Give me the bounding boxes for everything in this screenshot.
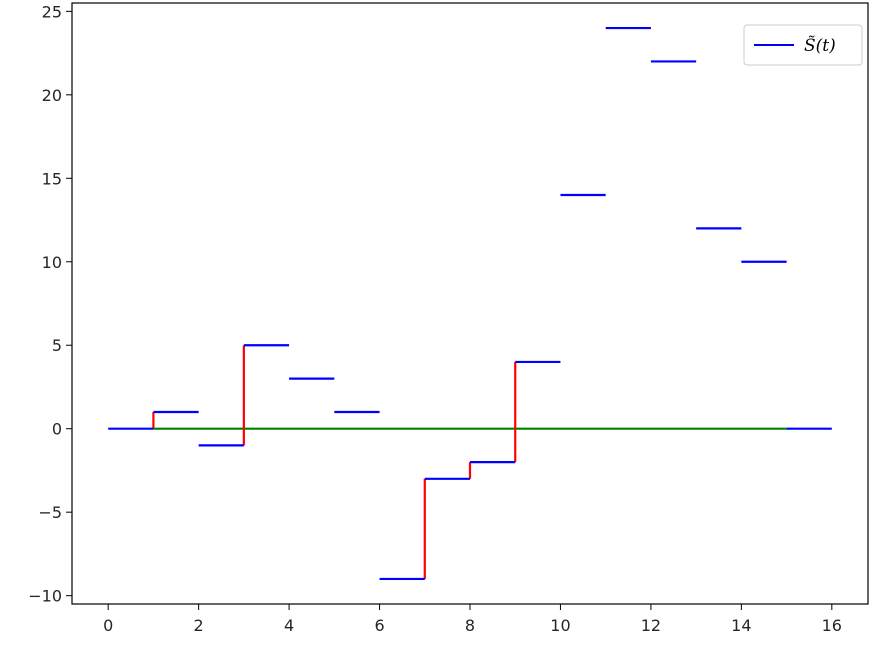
y-tick-label: 5 — [52, 336, 62, 355]
y-tick-label: 15 — [42, 169, 62, 188]
y-tick-label: −5 — [38, 503, 62, 522]
y-tick-label: 25 — [42, 2, 62, 21]
legend-label: S̃(t) — [804, 36, 836, 56]
legend-box — [743, 24, 863, 66]
y-tick-label: −10 — [28, 587, 62, 606]
x-tick-label: 10 — [550, 616, 570, 635]
x-tick-label: 16 — [822, 616, 842, 635]
y-tick-label: 10 — [42, 253, 62, 272]
y-axis: −10 −5 0 5 10 15 20 25 — [28, 2, 72, 606]
x-tick-label: 14 — [731, 616, 751, 635]
x-tick-label: 2 — [194, 616, 204, 635]
x-tick-label: 8 — [465, 616, 475, 635]
x-tick-label: 12 — [641, 616, 661, 635]
legend: S̃(t) — [743, 24, 863, 66]
y-tick-label: 20 — [42, 86, 62, 105]
x-tick-label: 6 — [374, 616, 384, 635]
x-tick-label: 0 — [103, 616, 113, 635]
y-tick-label: 0 — [52, 420, 62, 439]
plot-area — [108, 26, 832, 581]
x-axis: 0 2 4 6 8 10 12 14 16 — [103, 604, 842, 635]
x-tick-label: 4 — [284, 616, 294, 635]
